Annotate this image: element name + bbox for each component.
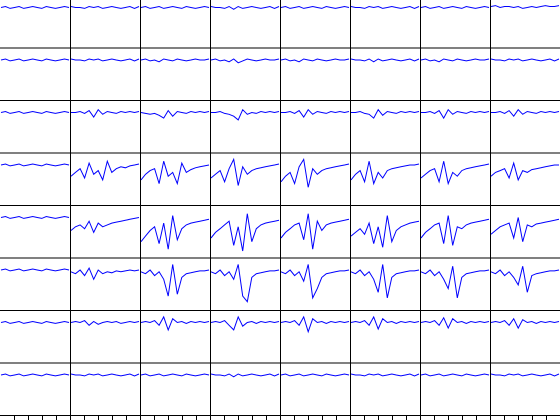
trace [491,108,560,118]
trace [350,161,420,186]
trace [420,316,490,330]
trace [350,5,420,9]
trace [0,110,70,114]
trace [140,215,210,250]
trace [490,266,560,293]
trace [210,5,280,10]
trace [70,58,140,62]
trace [210,213,280,252]
trace [70,5,140,9]
trace [0,5,70,9]
trace [0,373,70,377]
trace [210,373,280,378]
trace [420,373,490,377]
trace [210,264,280,303]
trace [280,158,350,188]
trace [140,161,210,186]
trace [140,109,210,119]
trace [140,315,210,332]
trace [490,5,560,9]
trace [280,213,350,250]
trace [490,58,560,62]
trace [210,315,280,331]
trace [140,58,210,63]
trace [70,320,140,326]
trace [280,58,350,63]
trace [490,161,559,182]
trace [140,264,210,297]
trace [350,215,420,248]
trace [0,163,70,167]
trace [421,108,490,120]
trace [490,317,560,330]
trace [280,315,350,334]
trace [490,373,560,377]
trace [350,315,420,331]
trace [351,108,420,119]
trace [0,268,70,272]
trace [0,320,70,324]
trace [280,373,350,377]
trace [281,108,350,119]
trace [70,217,140,234]
trace [420,161,490,186]
trace [140,5,210,9]
trace [0,215,70,219]
trace [350,264,420,299]
trace [420,5,490,9]
trace [350,373,420,377]
trace [70,159,140,182]
trace [71,108,140,119]
trace [350,58,420,63]
trace [490,217,560,242]
trace [420,266,490,299]
trace [210,58,280,64]
trace [70,266,140,281]
trace [280,264,350,300]
trace [211,108,280,121]
trace [70,373,140,377]
trace [140,373,210,377]
trace [0,58,70,62]
trace [420,215,490,246]
trace [280,5,350,9]
trace [210,157,280,186]
trace [420,58,490,63]
